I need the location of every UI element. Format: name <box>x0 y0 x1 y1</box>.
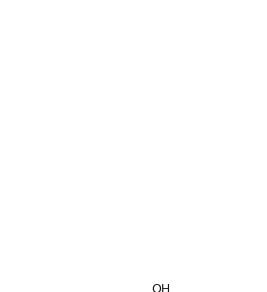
Text: OH: OH <box>151 283 170 292</box>
